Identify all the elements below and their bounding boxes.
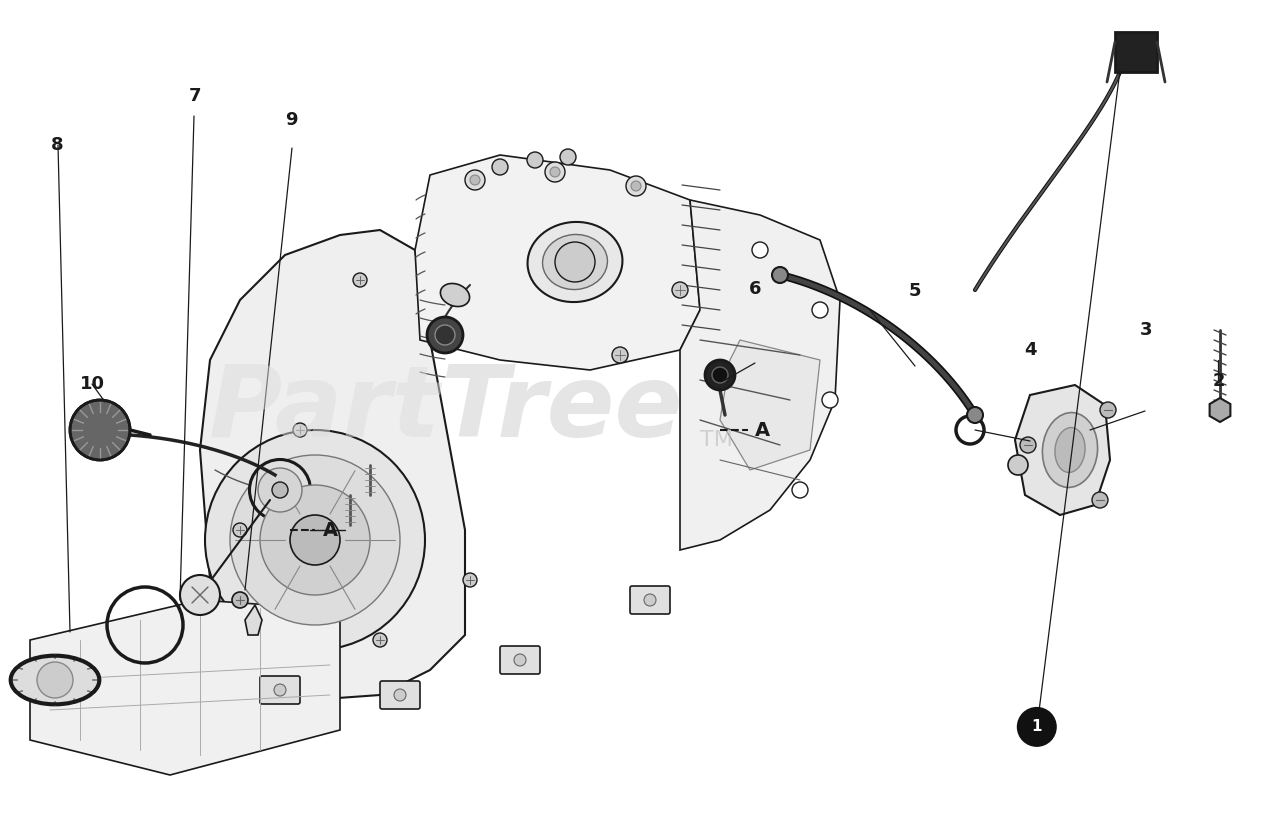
Circle shape [561, 149, 576, 165]
Circle shape [465, 170, 485, 190]
Polygon shape [415, 155, 700, 370]
Circle shape [631, 181, 641, 191]
Ellipse shape [527, 222, 622, 302]
Circle shape [1100, 402, 1116, 418]
Circle shape [515, 654, 526, 666]
Ellipse shape [543, 234, 608, 290]
Circle shape [293, 423, 307, 437]
Circle shape [273, 482, 288, 498]
Circle shape [1009, 455, 1028, 475]
Ellipse shape [1042, 413, 1097, 488]
Text: 7: 7 [188, 87, 201, 105]
Circle shape [812, 302, 828, 318]
Text: 3: 3 [1139, 321, 1152, 339]
Text: A: A [323, 520, 338, 540]
Circle shape [436, 322, 453, 338]
Text: TM: TM [700, 430, 733, 450]
Circle shape [180, 575, 220, 615]
Circle shape [250, 460, 310, 520]
Circle shape [612, 347, 628, 363]
Polygon shape [1015, 385, 1110, 515]
Circle shape [1016, 707, 1057, 747]
Ellipse shape [10, 655, 100, 705]
Circle shape [205, 430, 425, 650]
Polygon shape [680, 200, 840, 550]
Circle shape [260, 485, 370, 595]
Circle shape [233, 523, 247, 537]
Text: 8: 8 [51, 136, 64, 154]
Circle shape [672, 282, 689, 298]
Polygon shape [29, 600, 340, 775]
Circle shape [1020, 437, 1036, 453]
Circle shape [37, 662, 73, 698]
Circle shape [259, 468, 302, 512]
Circle shape [822, 392, 838, 408]
Circle shape [463, 573, 477, 587]
Circle shape [772, 267, 788, 283]
Polygon shape [719, 340, 820, 470]
Circle shape [70, 400, 131, 460]
Text: 10: 10 [79, 375, 105, 393]
Circle shape [966, 407, 983, 423]
Text: 2: 2 [1212, 372, 1225, 390]
Circle shape [644, 594, 657, 606]
Polygon shape [1210, 398, 1230, 422]
Circle shape [1092, 492, 1108, 508]
Circle shape [353, 273, 367, 287]
Circle shape [291, 515, 340, 565]
Text: Part: Part [209, 361, 440, 458]
Circle shape [232, 592, 248, 608]
Text: 6: 6 [749, 280, 762, 298]
Circle shape [626, 176, 646, 196]
Text: 9: 9 [285, 112, 298, 129]
Polygon shape [200, 230, 465, 700]
Circle shape [705, 360, 735, 390]
Circle shape [712, 367, 728, 383]
Ellipse shape [440, 283, 470, 307]
Circle shape [274, 684, 285, 696]
Circle shape [435, 325, 454, 345]
Circle shape [556, 242, 595, 282]
Circle shape [394, 689, 406, 701]
Circle shape [492, 159, 508, 175]
Circle shape [753, 242, 768, 258]
Circle shape [372, 633, 387, 647]
Text: Tree: Tree [440, 361, 682, 458]
Circle shape [527, 152, 543, 168]
Circle shape [956, 416, 984, 444]
Circle shape [792, 482, 808, 498]
Text: A: A [754, 421, 769, 440]
Circle shape [230, 455, 399, 625]
Bar [1115, 32, 1157, 72]
FancyBboxPatch shape [630, 586, 669, 614]
FancyBboxPatch shape [500, 646, 540, 674]
FancyBboxPatch shape [380, 681, 420, 709]
Text: 5: 5 [909, 282, 922, 300]
FancyBboxPatch shape [260, 676, 300, 704]
Circle shape [545, 162, 564, 182]
Circle shape [550, 167, 561, 177]
Text: 1: 1 [1032, 720, 1042, 734]
Text: 4: 4 [1024, 341, 1037, 359]
Polygon shape [244, 605, 262, 635]
Ellipse shape [1055, 427, 1085, 472]
Circle shape [470, 175, 480, 185]
Circle shape [428, 317, 463, 353]
